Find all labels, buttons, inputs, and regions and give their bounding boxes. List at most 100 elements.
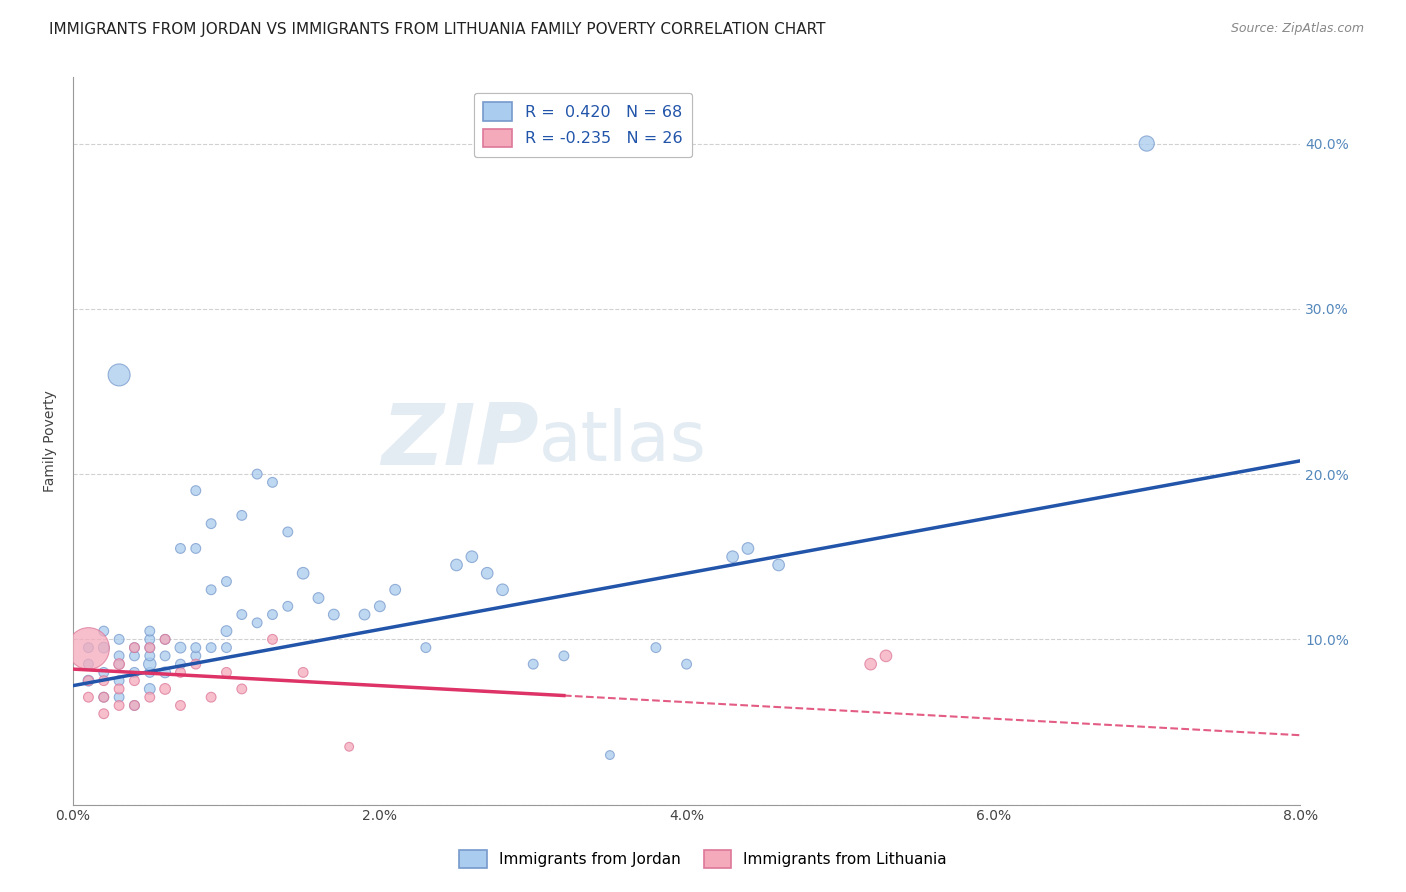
Point — [384, 582, 406, 597]
Point — [153, 648, 176, 663]
Point — [184, 483, 207, 498]
Point — [139, 640, 162, 655]
Point — [124, 665, 146, 680]
Point — [153, 665, 176, 680]
Point — [599, 747, 621, 762]
Point — [169, 657, 191, 672]
Point — [875, 648, 897, 663]
Point — [231, 508, 253, 523]
Point — [108, 632, 131, 647]
Point — [277, 524, 299, 539]
Point — [859, 657, 882, 672]
Point — [108, 368, 131, 382]
Point — [415, 640, 437, 655]
Point — [108, 657, 131, 672]
Point — [77, 640, 100, 655]
Point — [139, 632, 162, 647]
Point — [169, 698, 191, 713]
Point — [93, 706, 115, 721]
Point — [139, 657, 162, 672]
Point — [368, 599, 391, 614]
Point — [522, 657, 544, 672]
Point — [768, 558, 790, 572]
Point — [77, 640, 100, 655]
Point — [124, 673, 146, 688]
Point — [491, 582, 513, 597]
Point — [139, 624, 162, 638]
Point — [200, 640, 222, 655]
Point — [553, 648, 575, 663]
Point — [200, 516, 222, 531]
Point — [108, 657, 131, 672]
Text: IMMIGRANTS FROM JORDAN VS IMMIGRANTS FROM LITHUANIA FAMILY POVERTY CORRELATION C: IMMIGRANTS FROM JORDAN VS IMMIGRANTS FRO… — [49, 22, 825, 37]
Point — [77, 673, 100, 688]
Point — [153, 681, 176, 696]
Point — [153, 632, 176, 647]
Point — [77, 690, 100, 705]
Point — [93, 690, 115, 705]
Legend: R =  0.420   N = 68, R = -0.235   N = 26: R = 0.420 N = 68, R = -0.235 N = 26 — [474, 93, 692, 157]
Point — [93, 673, 115, 688]
Point — [108, 673, 131, 688]
Point — [139, 681, 162, 696]
Point — [262, 607, 284, 622]
Point — [231, 607, 253, 622]
Point — [108, 648, 131, 663]
Point — [124, 698, 146, 713]
Point — [108, 681, 131, 696]
Point — [322, 607, 344, 622]
Point — [737, 541, 759, 556]
Point — [139, 690, 162, 705]
Point — [139, 665, 162, 680]
Point — [215, 624, 238, 638]
Point — [184, 640, 207, 655]
Point — [108, 698, 131, 713]
Point — [124, 640, 146, 655]
Text: Source: ZipAtlas.com: Source: ZipAtlas.com — [1230, 22, 1364, 36]
Point — [353, 607, 375, 622]
Point — [169, 541, 191, 556]
Point — [153, 632, 176, 647]
Point — [169, 665, 191, 680]
Point — [215, 574, 238, 589]
Point — [721, 549, 744, 564]
Point — [77, 673, 100, 688]
Point — [231, 681, 253, 696]
Point — [246, 615, 269, 630]
Point — [1136, 136, 1159, 151]
Point — [337, 739, 360, 754]
Point — [184, 541, 207, 556]
Point — [292, 566, 315, 581]
Point — [675, 657, 697, 672]
Point — [169, 640, 191, 655]
Point — [308, 591, 330, 605]
Point — [262, 632, 284, 647]
Point — [215, 640, 238, 655]
Point — [184, 657, 207, 672]
Point — [215, 665, 238, 680]
Point — [200, 582, 222, 597]
Point — [139, 640, 162, 655]
Y-axis label: Family Poverty: Family Poverty — [44, 390, 58, 492]
Point — [277, 599, 299, 614]
Point — [645, 640, 668, 655]
Point — [93, 624, 115, 638]
Point — [262, 475, 284, 490]
Point — [139, 648, 162, 663]
Point — [124, 648, 146, 663]
Point — [461, 549, 484, 564]
Point — [292, 665, 315, 680]
Point — [93, 665, 115, 680]
Point — [124, 698, 146, 713]
Point — [124, 640, 146, 655]
Point — [93, 690, 115, 705]
Point — [93, 640, 115, 655]
Legend: Immigrants from Jordan, Immigrants from Lithuania: Immigrants from Jordan, Immigrants from … — [453, 844, 953, 873]
Point — [200, 690, 222, 705]
Point — [477, 566, 499, 581]
Text: ZIP: ZIP — [381, 400, 540, 483]
Point — [446, 558, 468, 572]
Point — [108, 690, 131, 705]
Point — [184, 648, 207, 663]
Point — [77, 657, 100, 672]
